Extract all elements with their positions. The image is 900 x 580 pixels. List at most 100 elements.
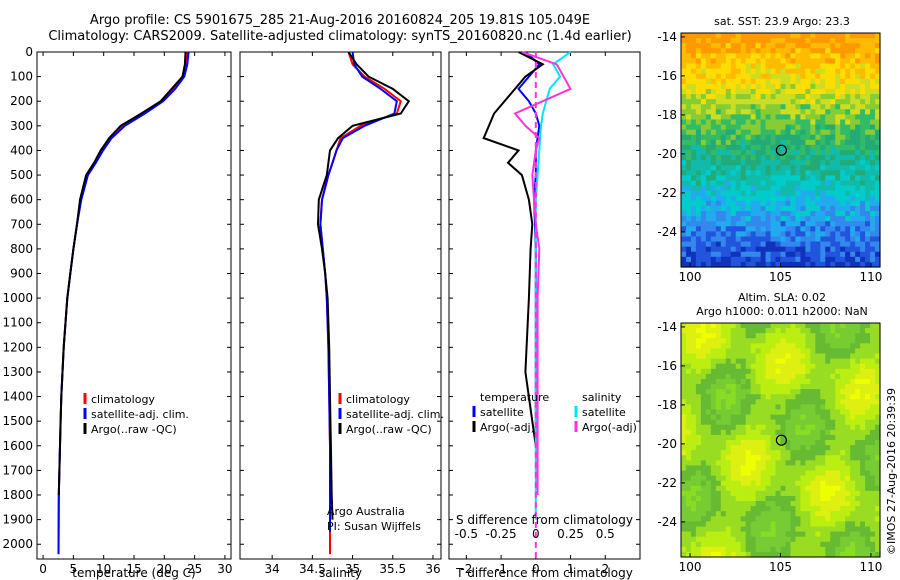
map-cell [865, 440, 871, 446]
map-cell [710, 343, 717, 350]
map-cell [715, 175, 722, 182]
map-cell [860, 378, 866, 385]
map-cell [825, 53, 831, 60]
map-cell [800, 83, 806, 90]
map-cell [875, 511, 881, 517]
map-cell [855, 501, 861, 507]
map-cell [785, 551, 792, 558]
map-cell [770, 531, 777, 538]
map-cell [775, 251, 782, 258]
map-cell [745, 83, 752, 90]
map-cell [835, 419, 841, 426]
map-cell [715, 353, 722, 360]
map-cell [715, 205, 722, 212]
map-cell [720, 155, 727, 161]
map-cell [681, 485, 687, 492]
map-cell [820, 231, 826, 238]
map-cell [870, 378, 876, 385]
map-cell [825, 236, 831, 243]
map-cell [855, 384, 861, 390]
map-cell [800, 445, 806, 451]
map-cell [855, 414, 861, 421]
map-cell [805, 73, 811, 80]
map-cell [705, 368, 712, 375]
map-cell [875, 490, 881, 497]
map-cell [725, 221, 732, 227]
map-cell [770, 445, 777, 451]
map-cell [755, 501, 762, 507]
map-cell [765, 160, 772, 166]
map-cell [730, 384, 737, 390]
map-cell [745, 490, 752, 497]
map-cell [710, 353, 717, 360]
map-cell [825, 226, 831, 232]
map-cell [681, 363, 687, 370]
map-cell [735, 190, 742, 197]
map-cell [715, 526, 722, 533]
map-cell [775, 368, 782, 375]
climatology-subtitle: Climatology: CARS2009. Satellite-adjuste… [48, 29, 632, 44]
map-cell [760, 465, 767, 472]
map-cell [790, 185, 797, 192]
map-cell [740, 455, 747, 461]
map-cell [815, 445, 821, 451]
map-cell [690, 114, 697, 121]
map-cell [760, 409, 767, 416]
map-cell [875, 516, 881, 522]
map-cell [685, 114, 692, 121]
map-cell [700, 58, 707, 65]
map-cell [785, 323, 792, 329]
map-cell [810, 501, 816, 507]
map-cell [860, 99, 866, 105]
map-cell [865, 409, 871, 416]
map-cell [710, 378, 717, 385]
s-axis-label: S difference from climatology [456, 513, 633, 527]
map-cell [755, 389, 762, 395]
map-cell [705, 485, 712, 492]
map-cell [745, 129, 752, 136]
map-cell [850, 536, 856, 543]
map-cell [830, 246, 836, 253]
map-cell [695, 455, 702, 461]
map-cell [770, 246, 777, 253]
map-cell [815, 389, 821, 395]
map-cell [740, 531, 747, 538]
map-cell [835, 170, 841, 177]
map-cell [865, 185, 871, 192]
map-cell [835, 511, 841, 517]
map-cell [730, 68, 737, 75]
map-cell [690, 134, 697, 141]
map-cell [770, 170, 777, 177]
map-cell [855, 470, 861, 477]
map-cell [785, 175, 792, 182]
map-cell [820, 404, 826, 411]
map-cell [695, 465, 702, 472]
map-cell [790, 328, 797, 334]
map-cell [850, 348, 856, 355]
map-cell [770, 516, 777, 522]
map-cell [875, 404, 881, 411]
argo-position-marker [775, 144, 788, 156]
map-cell [810, 241, 816, 248]
map-cell [750, 440, 757, 446]
map-cell [785, 155, 792, 161]
map-cell [785, 501, 792, 507]
map-cell [710, 389, 717, 395]
map-cell [815, 495, 821, 502]
map-cell [850, 409, 856, 416]
map-cell [740, 501, 747, 507]
map-cell [865, 424, 871, 431]
map-cell [820, 501, 826, 507]
map-cell [725, 536, 732, 543]
map-cell [785, 541, 792, 548]
map-cell [720, 455, 727, 461]
map-cell [725, 150, 732, 156]
map-cell [810, 221, 816, 227]
map-cell [825, 104, 831, 110]
x-tick-label: 25 [187, 562, 202, 576]
map-cell [725, 368, 732, 375]
map-cell [790, 434, 797, 441]
map-cell [800, 475, 806, 482]
map-cell [705, 129, 712, 136]
map-cell [750, 185, 757, 192]
